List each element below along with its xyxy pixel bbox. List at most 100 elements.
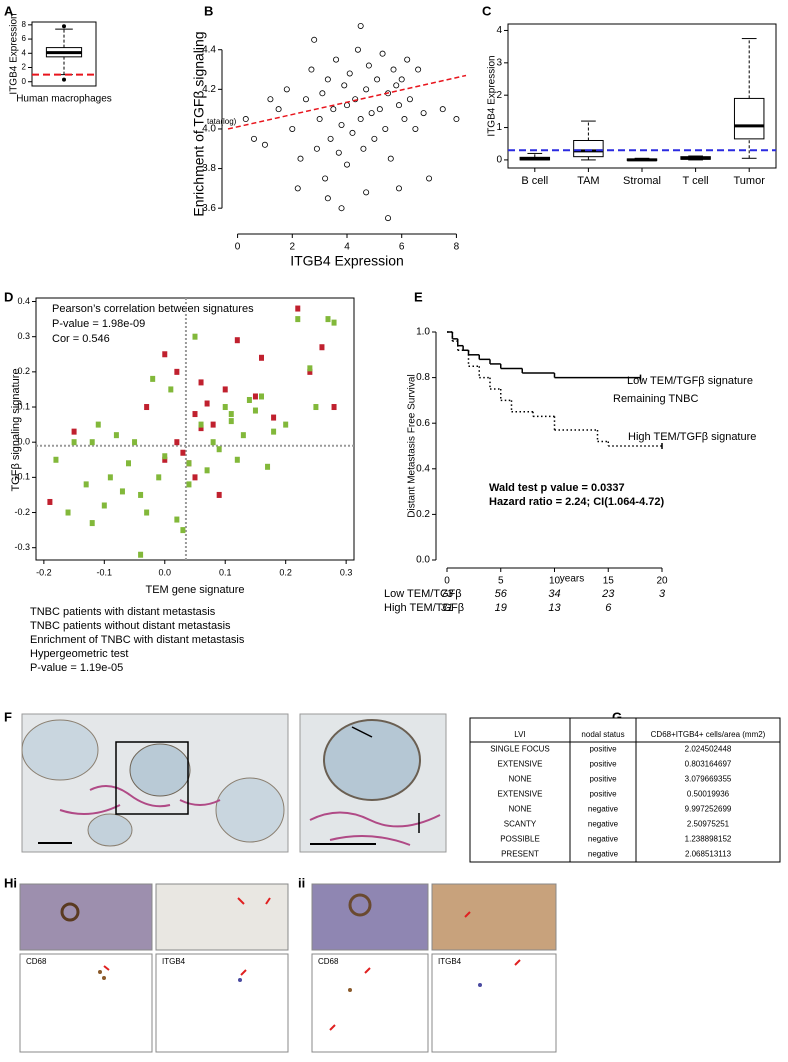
x-tick-label: 15: [603, 576, 615, 587]
point: [252, 407, 258, 414]
annotation: P-value = 1.98e-09: [52, 318, 145, 330]
point: [150, 375, 156, 382]
point: [138, 551, 144, 558]
point: [186, 481, 192, 488]
point: [162, 453, 168, 460]
point: [144, 404, 150, 411]
tissue: [87, 813, 133, 847]
point: [379, 50, 386, 57]
risk-count: 31: [441, 602, 453, 614]
y-tick-label: 2: [22, 63, 27, 72]
point: [210, 421, 216, 428]
legend-entry: TNBC patients with distant metastasis: [30, 606, 216, 618]
y-tick-label: 0.4: [416, 463, 430, 474]
panel-label: C: [482, 3, 492, 18]
point: [192, 333, 198, 340]
table-cell: EXTENSIVE: [498, 790, 543, 799]
point: [216, 491, 222, 498]
point: [210, 439, 216, 446]
y-tick-label: 6: [22, 34, 27, 43]
y-tick-label: -0.1: [14, 472, 30, 482]
table-cell: SINGLE FOCUS: [490, 745, 550, 754]
point: [275, 106, 282, 113]
point: [180, 449, 186, 456]
point: [313, 145, 320, 152]
table-cell: positive: [589, 745, 617, 754]
tissue: [129, 743, 191, 797]
point: [250, 135, 257, 142]
point: [371, 135, 378, 142]
point: [338, 121, 345, 128]
table-cell: negative: [588, 850, 619, 859]
y-tick-label: 8: [22, 20, 27, 29]
point: [156, 474, 162, 481]
y-tick-label: 0.2: [416, 509, 430, 520]
point: [132, 439, 138, 446]
point: [307, 365, 313, 372]
table-cell: negative: [588, 820, 619, 829]
point: [365, 62, 372, 69]
point: [267, 96, 274, 103]
x-tick-label: -0.1: [97, 567, 113, 577]
table-header: LVI: [514, 730, 525, 739]
inset-box: [115, 741, 189, 815]
point: [374, 76, 381, 83]
trend-line: [227, 74, 467, 130]
point: [322, 175, 329, 182]
point: [162, 351, 168, 358]
risk-row-label: High TEM/TGFβ: [384, 602, 464, 614]
point: [382, 125, 389, 132]
point: [174, 368, 180, 375]
point: [324, 76, 331, 83]
point: [186, 460, 192, 467]
y-tick-label: 1.0: [416, 327, 430, 338]
point: [162, 456, 168, 463]
x-tick-label: 20: [656, 576, 668, 587]
x-tick-label: 0: [235, 242, 241, 253]
image: [431, 883, 557, 951]
table-cell: SCANTY: [504, 820, 537, 829]
stain-label: ITGB4: [162, 957, 186, 966]
x-tick-label: T cell: [683, 175, 709, 187]
outlier: [62, 77, 66, 82]
table-header: nodal status: [581, 730, 624, 739]
point: [335, 149, 342, 156]
point: [204, 400, 210, 407]
point: [363, 86, 370, 93]
point: [89, 520, 95, 527]
box: [733, 97, 765, 140]
image: [155, 883, 289, 951]
point: [395, 102, 402, 109]
point: [343, 102, 350, 109]
stain-label: CD68: [318, 957, 339, 966]
point: [216, 446, 222, 453]
panel-label: Hi: [4, 875, 17, 890]
panel-label: A: [4, 3, 14, 18]
y-tick-label: 4.0: [202, 124, 216, 135]
y-tick-label: 4: [496, 25, 502, 36]
point: [368, 110, 375, 117]
point: [107, 474, 113, 481]
micrograph-h: CD68 ITGB4 CD68 ITGB4: [19, 883, 557, 1053]
point: [316, 116, 323, 123]
plot-frame: [31, 21, 97, 87]
risk-count: 13: [548, 602, 561, 614]
annotation: Cor = 0.546: [52, 333, 110, 345]
point: [357, 116, 364, 123]
point: [426, 175, 433, 182]
point: [354, 46, 361, 53]
point: [259, 354, 265, 361]
risk-count: 23: [601, 588, 615, 600]
point: [125, 460, 131, 467]
table-cell: negative: [588, 805, 619, 814]
point: [101, 502, 107, 509]
point: [234, 337, 240, 344]
box: [573, 139, 604, 158]
point: [313, 404, 319, 411]
point: [395, 185, 402, 192]
point: [331, 404, 337, 411]
point: [357, 22, 364, 29]
x-tick-label: 4: [344, 242, 350, 253]
point: [265, 463, 271, 470]
